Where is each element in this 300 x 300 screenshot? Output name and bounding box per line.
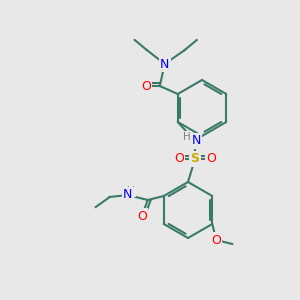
Text: N: N [191, 134, 201, 148]
Text: O: O [174, 152, 184, 166]
Text: O: O [137, 209, 147, 223]
Text: O: O [206, 152, 216, 166]
Text: O: O [211, 233, 221, 247]
Text: H: H [127, 186, 135, 196]
Text: H: H [183, 132, 191, 142]
Text: N: N [123, 188, 132, 202]
Text: N: N [160, 58, 170, 70]
Text: S: S [190, 152, 200, 166]
Text: O: O [141, 80, 151, 92]
